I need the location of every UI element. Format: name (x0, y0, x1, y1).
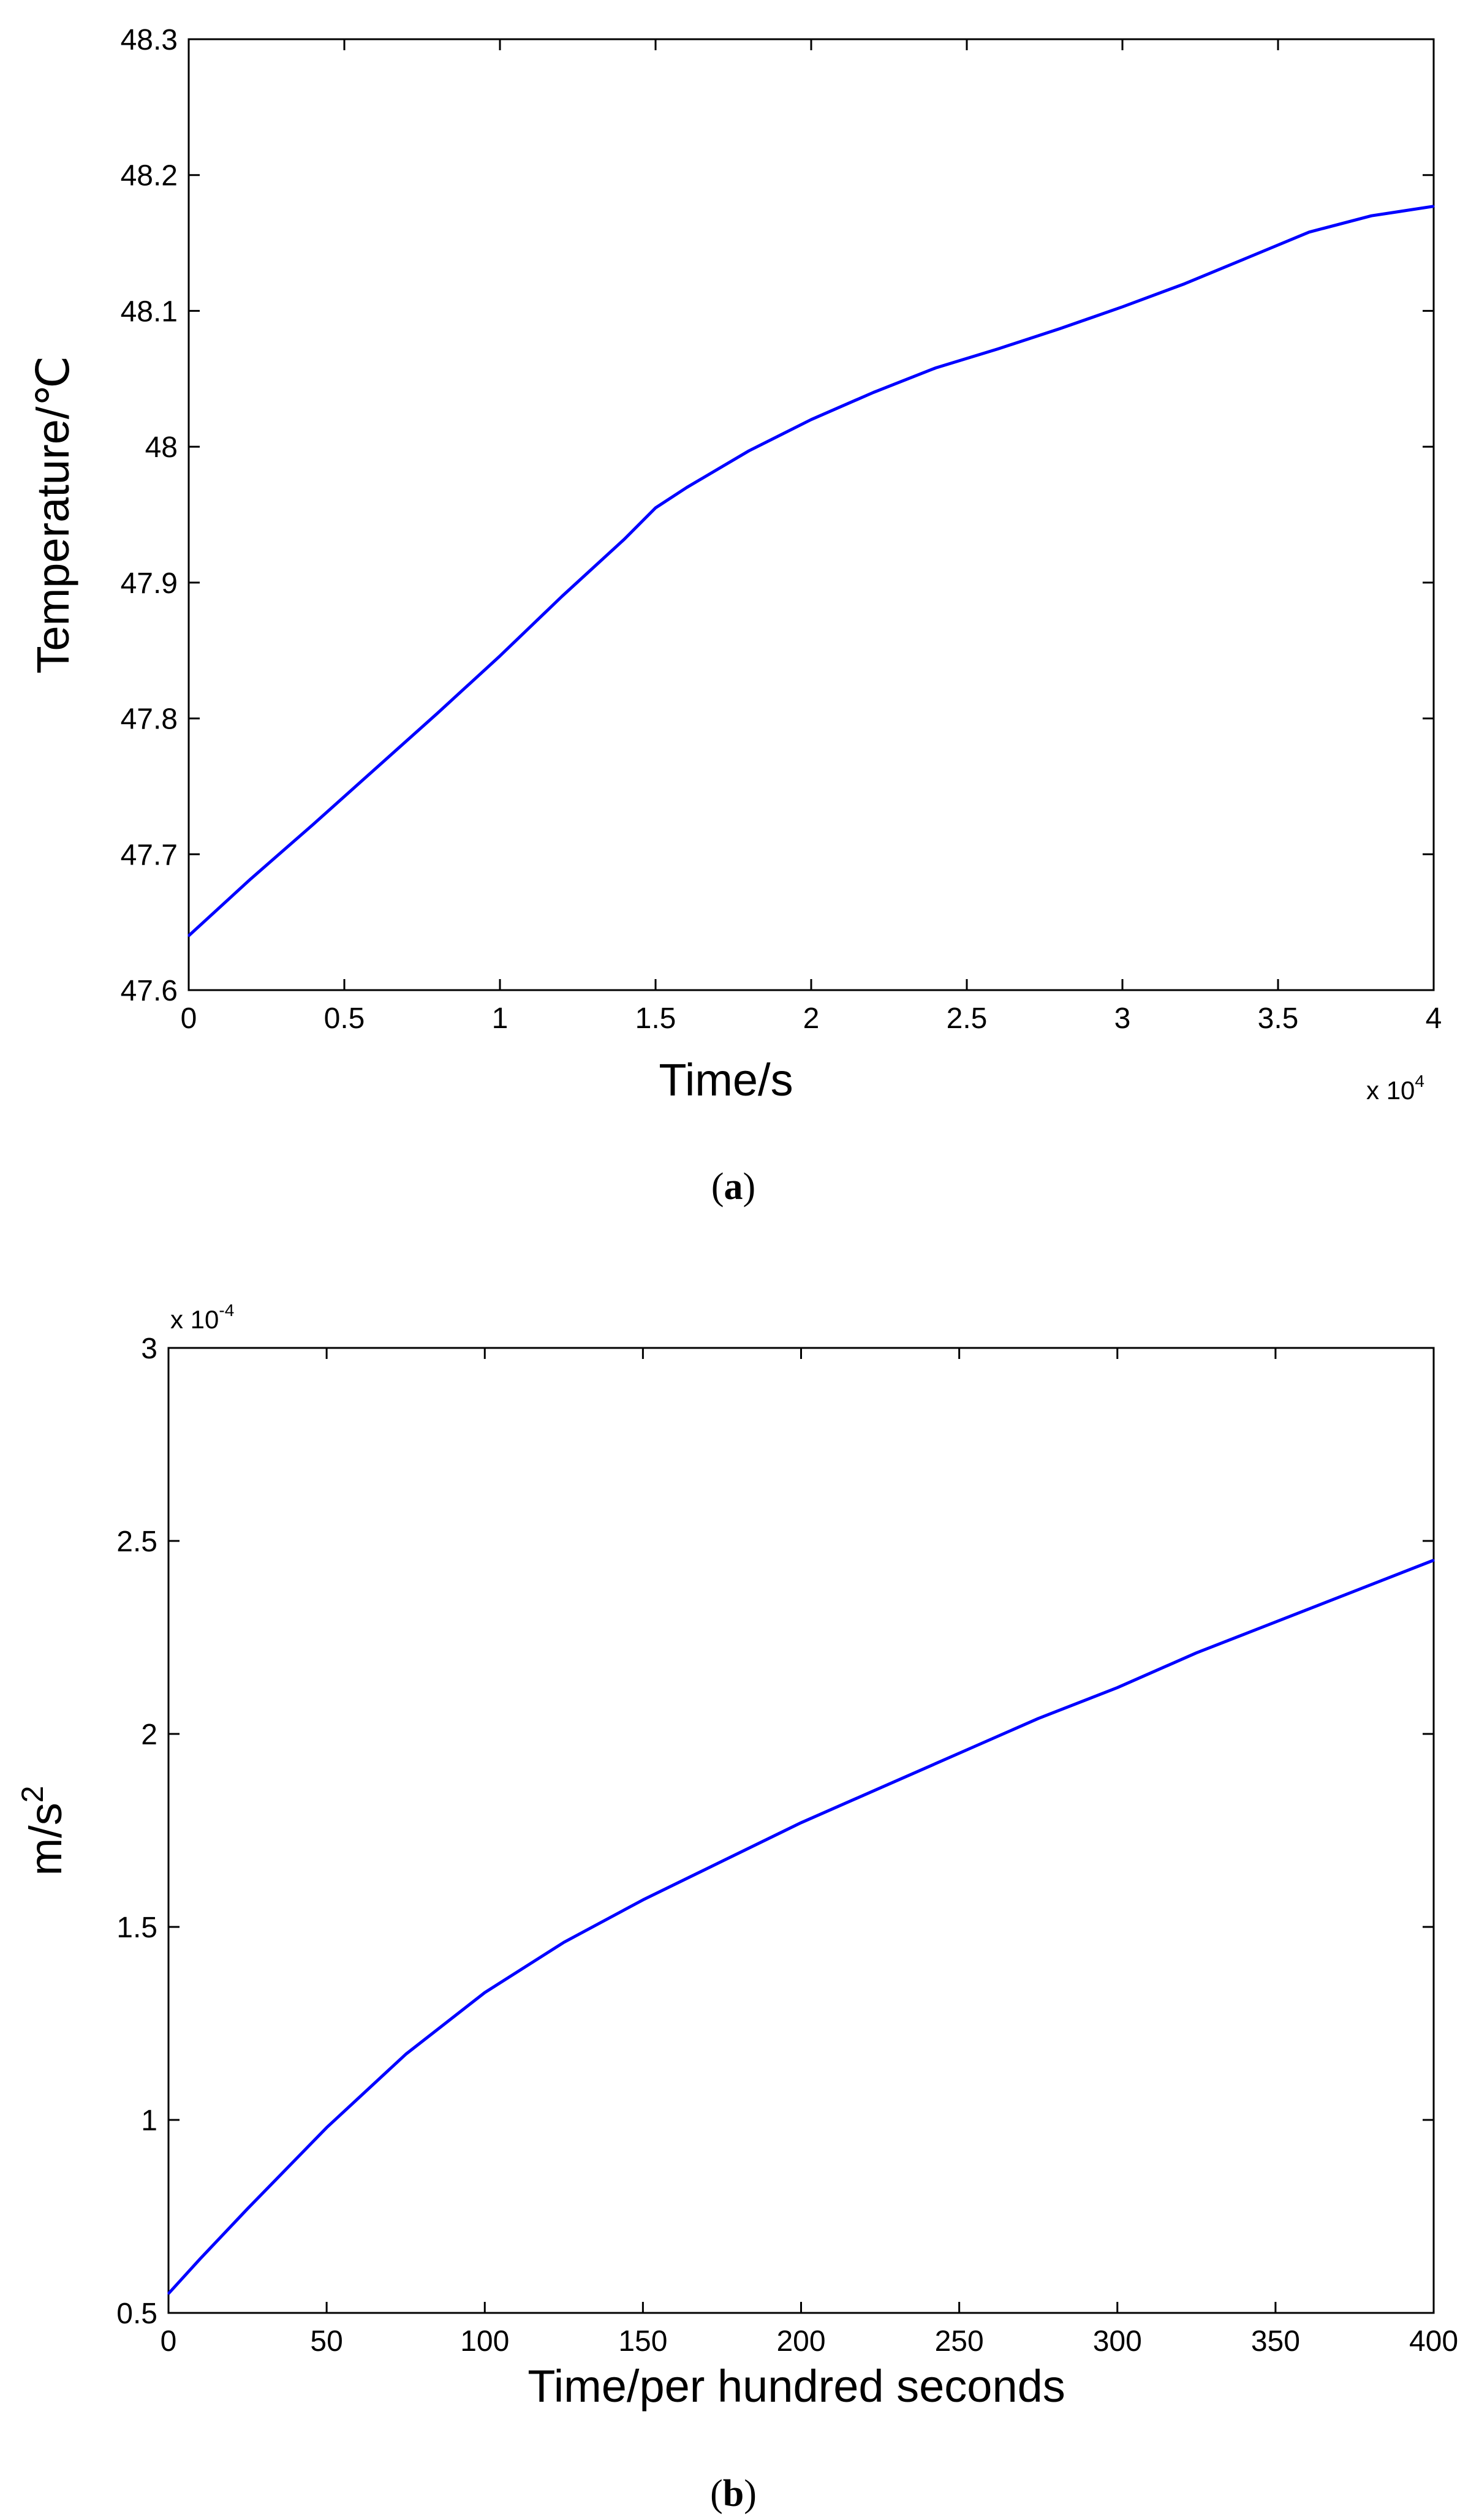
a-data-point (747, 450, 750, 452)
chart-b-x-ticks: 0 50 100 150 200 250 300 350 400 (161, 1348, 1458, 2358)
chart-a-y-ticks: 47.6 47.7 47.8 47.9 48 48.1 48.2 48.3 (121, 24, 1434, 1007)
b-data-point (1274, 1621, 1277, 1623)
a-y-tick-label: 47.9 (121, 567, 178, 600)
b-data-point (721, 1860, 723, 1863)
a-data-point (1370, 214, 1372, 217)
b-data-point (1432, 1559, 1435, 1561)
a-data-point (312, 823, 314, 826)
a-x-tick-label: 3.5 (1258, 1002, 1299, 1035)
chart-a-caption: (a) (711, 1166, 755, 1208)
a-y-tick-label: 48.3 (121, 24, 178, 56)
chart-b-x-axis-label: Time/per hundred seconds (528, 2361, 1065, 2412)
b-x-tick-label: 350 (1251, 2325, 1300, 2358)
a-data-point (1121, 306, 1124, 308)
b-y-tick-label: 3 (141, 1333, 157, 1365)
chart-a: 0 0.5 1 1.5 2 2.5 3 3.5 4 47.6 47.7 47.8 47.9 48 48.1… (28, 24, 1442, 1208)
b-x-tick-label: 100 (460, 2325, 509, 2358)
a-y-tick-label: 47.7 (121, 839, 178, 871)
a-data-point (686, 486, 688, 489)
b-data-point (199, 2258, 202, 2260)
b-x-tick-label: 200 (776, 2325, 825, 2358)
a-data-point (654, 507, 657, 509)
a-x-tick-label: 1 (492, 1002, 509, 1035)
a-x-tick-label: 0.5 (324, 1002, 365, 1035)
b-data-point (325, 2127, 328, 2129)
a-data-point (1059, 327, 1061, 330)
chart-b: 0 50 100 150 200 250 300 350 400 0.5 1 1.5 2 2.5 3 Ti… (15, 1301, 1458, 2514)
b-y-tick-label: 1 (141, 2105, 157, 2137)
a-y-tick-label: 48 (145, 431, 178, 464)
b-x-tick-label: 400 (1409, 2325, 1458, 2358)
a-x-tick-label: 1.5 (635, 1002, 676, 1035)
a-data-point (561, 595, 564, 597)
chart-a-x-ticks: 0 0.5 1 1.5 2 2.5 3 3.5 4 (181, 39, 1442, 1035)
a-data-point (872, 391, 875, 393)
chart-a-y-axis-label: Temperature/℃ (28, 355, 78, 673)
b-data-point (1037, 1717, 1040, 1720)
b-y-tick-label: 2 (141, 1719, 157, 1751)
a-data-point (250, 877, 252, 880)
a-x-tick-label: 2 (803, 1002, 820, 1035)
b-x-tick-label: 0 (161, 2325, 177, 2358)
b-data-point (1353, 1590, 1356, 1592)
chart-b-caption: (b) (710, 2473, 757, 2514)
a-data-point (187, 934, 190, 937)
a-data-point (1308, 231, 1311, 233)
a-data-point (1432, 205, 1435, 208)
b-x-tick-label: 300 (1093, 2325, 1142, 2358)
a-data-point (1184, 282, 1186, 285)
chart-a-x-axis-label: Time/s (659, 1054, 793, 1105)
b-data-point (641, 1899, 644, 1901)
b-data-point (167, 2293, 170, 2295)
a-data-point (499, 655, 501, 657)
chart-b-data-points (167, 1559, 1435, 2295)
a-y-tick-label: 48.1 (121, 295, 178, 328)
chart-a-data-points (187, 205, 1435, 937)
a-y-tick-label: 47.8 (121, 703, 178, 736)
b-data-point (879, 1787, 882, 1789)
chart-a-series-line (187, 205, 1434, 937)
b-data-point (800, 1822, 802, 1824)
b-x-tick-label: 150 (618, 2325, 667, 2358)
a-data-point (1246, 257, 1248, 259)
a-x-tick-label: 4 (1426, 1002, 1442, 1035)
a-data-point (374, 768, 377, 770)
b-y-tick-label: 1.5 (116, 1912, 157, 1944)
a-data-point (934, 367, 937, 369)
b-data-point (958, 1752, 961, 1754)
b-data-point (246, 2208, 249, 2210)
chart-a-x-multiplier: x 104 (1366, 1072, 1424, 1105)
a-x-tick-label: 0 (181, 1002, 197, 1035)
b-x-tick-label: 250 (935, 2325, 984, 2358)
chart-b-series-line (167, 1559, 1434, 2295)
b-data-point (1116, 1686, 1119, 1689)
a-data-point (810, 418, 812, 421)
a-data-point (997, 348, 999, 350)
chart-b-y-multiplier: x 10-4 (170, 1301, 234, 1334)
b-data-point (1195, 1652, 1198, 1654)
a-x-tick-label: 2.5 (947, 1002, 988, 1035)
a-x-tick-label: 3 (1114, 1002, 1131, 1035)
b-data-point (404, 2053, 407, 2056)
b-y-tick-label: 0.5 (116, 2298, 157, 2330)
a-data-point (623, 538, 626, 540)
a-data-point (436, 712, 439, 714)
b-x-tick-label: 50 (310, 2325, 342, 2358)
chart-b-y-ticks: 0.5 1 1.5 2 2.5 3 (116, 1333, 1434, 2330)
a-y-tick-label: 48.2 (121, 160, 178, 192)
b-data-point (483, 1991, 486, 1994)
chart-b-y-axis-label: m/s2 (15, 1785, 71, 1875)
b-y-tick-label: 2.5 (116, 1526, 157, 1558)
a-y-tick-label: 47.6 (121, 975, 178, 1007)
b-data-point (562, 1941, 565, 1943)
